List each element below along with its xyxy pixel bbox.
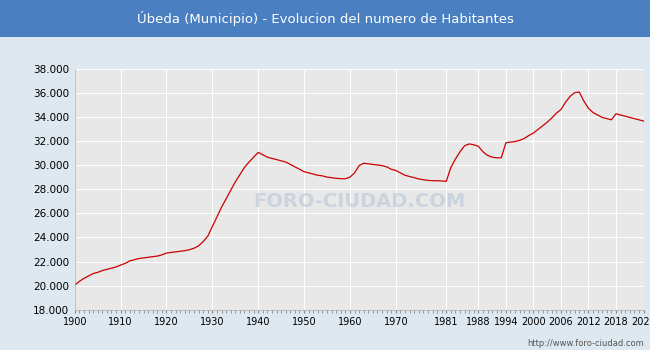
Text: FORO-CIUDAD.COM: FORO-CIUDAD.COM (253, 192, 465, 211)
Text: Úbeda (Municipio) - Evolucion del numero de Habitantes: Úbeda (Municipio) - Evolucion del numero… (136, 11, 514, 26)
Text: http://www.foro-ciudad.com: http://www.foro-ciudad.com (526, 339, 644, 348)
